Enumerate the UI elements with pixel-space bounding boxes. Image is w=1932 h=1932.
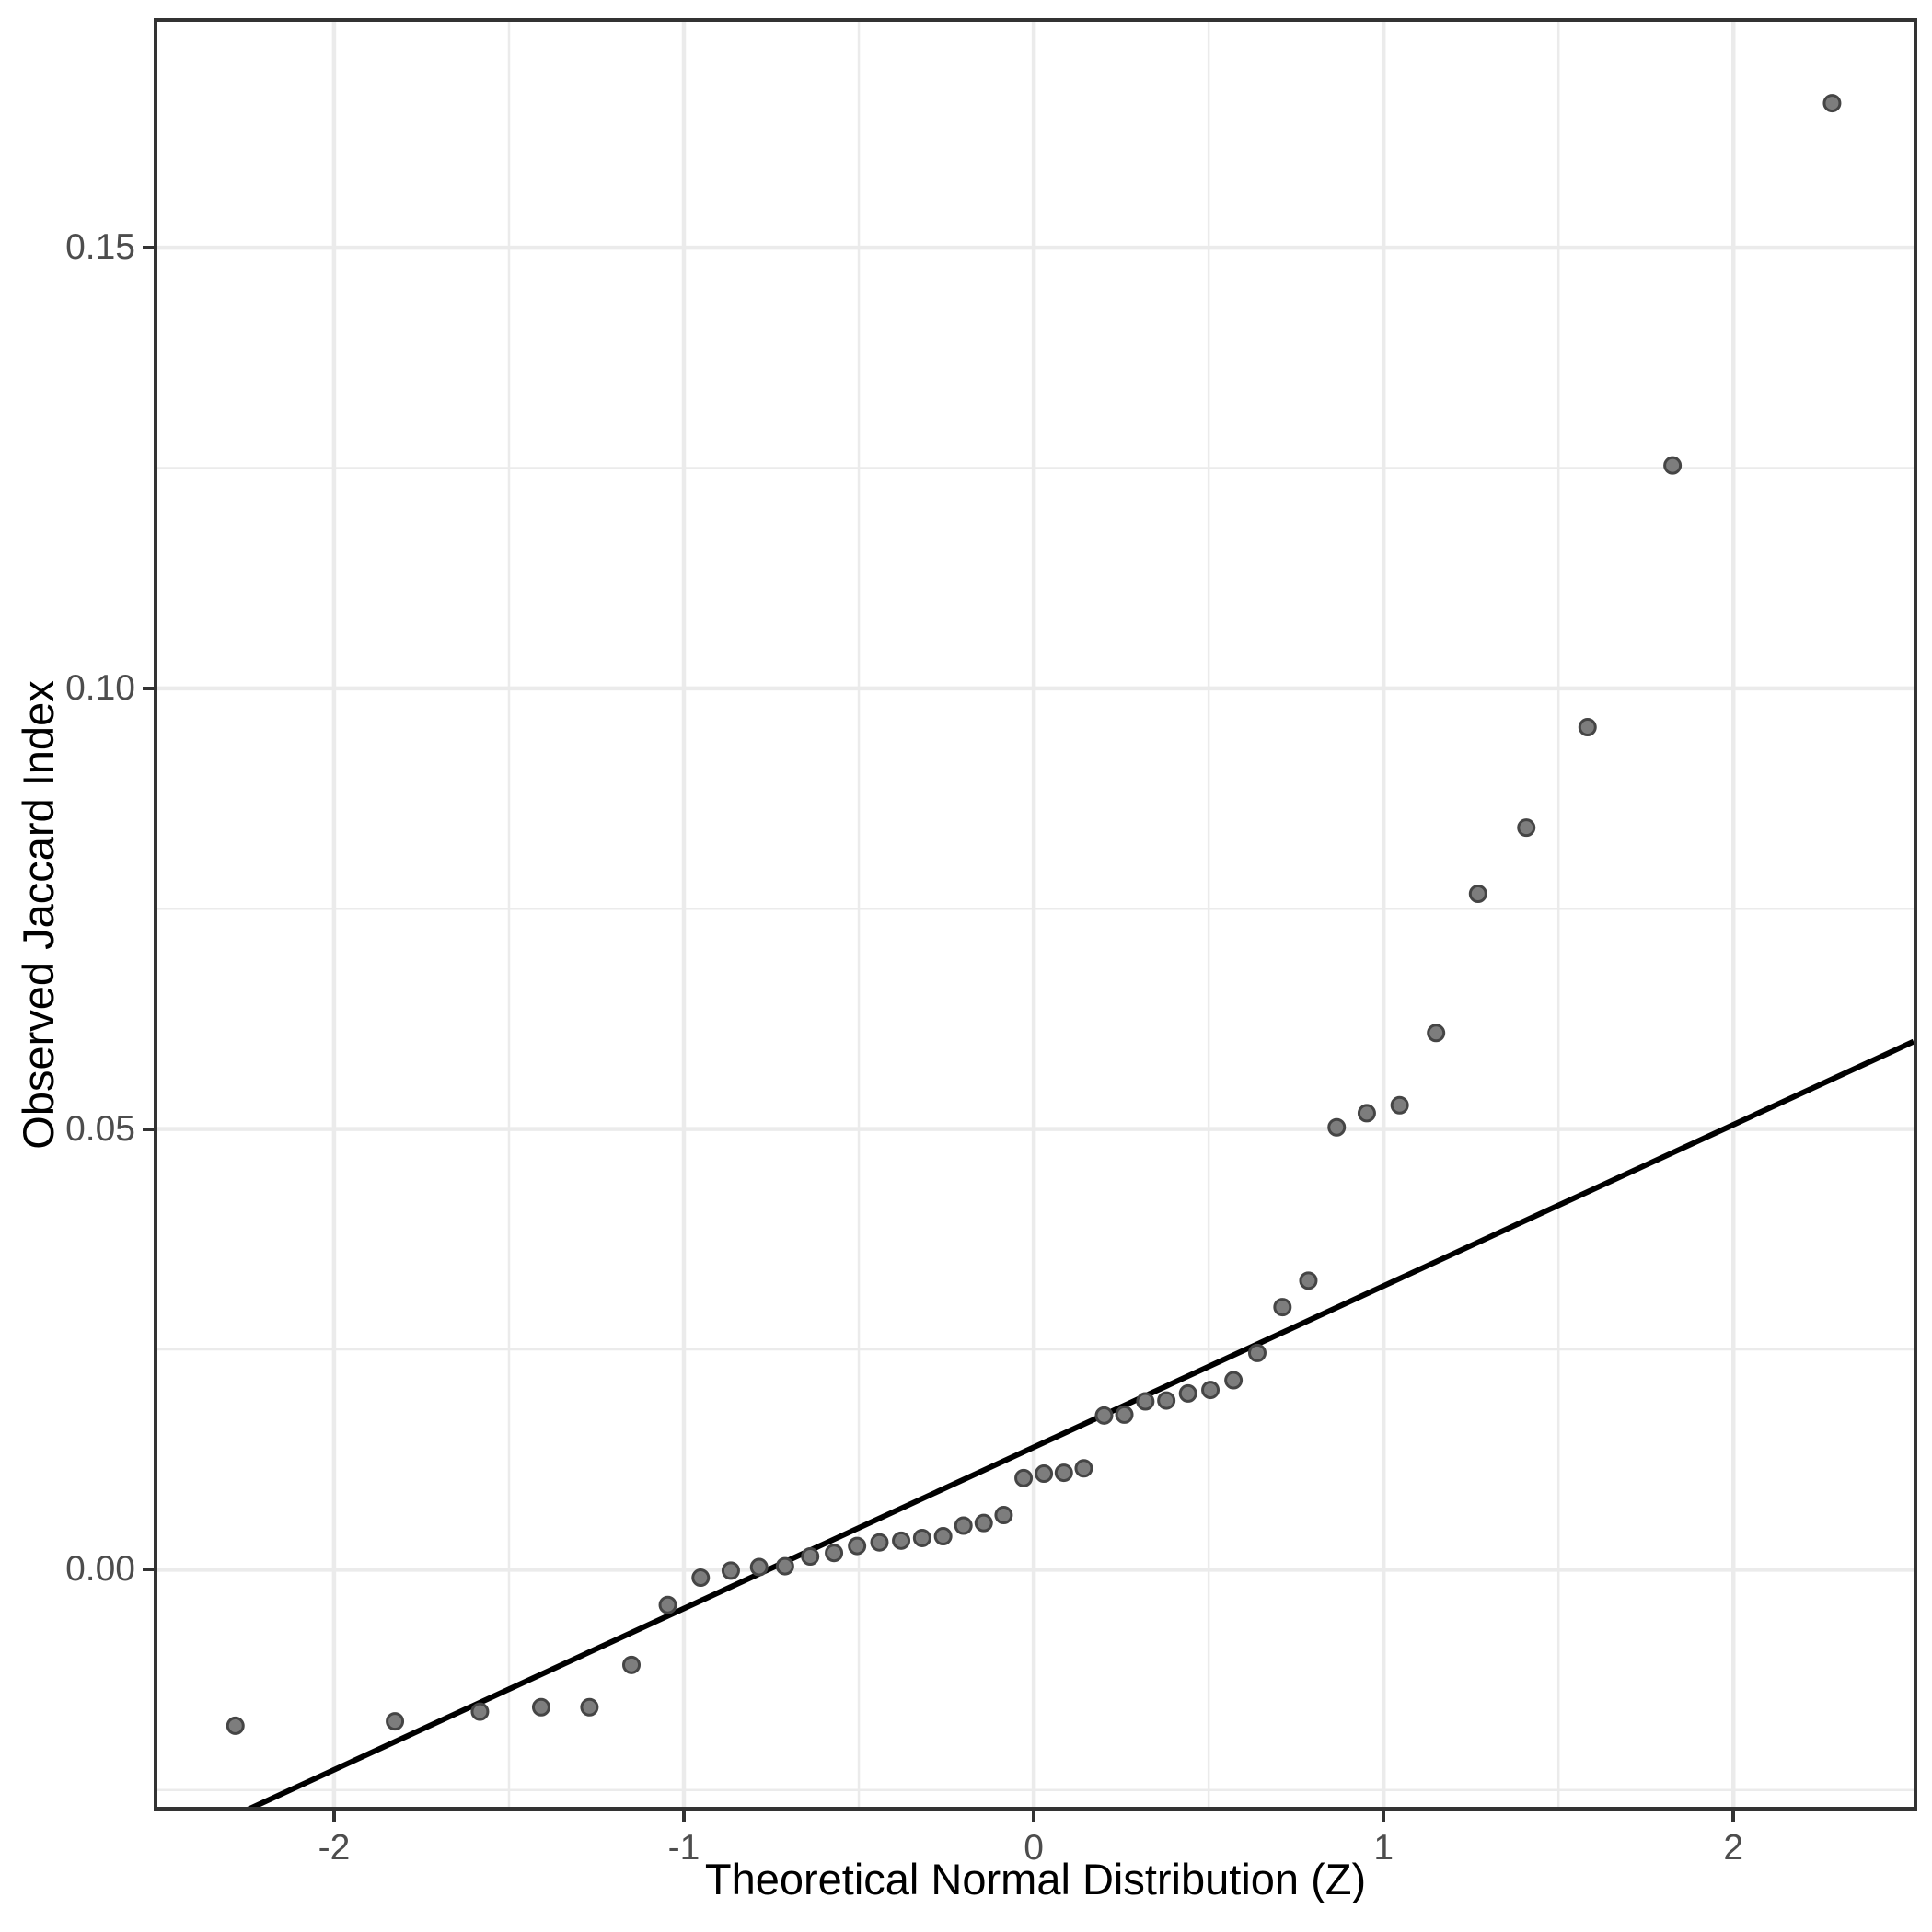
x-axis-title: Theoretical Normal Distribution (Z) — [704, 1855, 1367, 1903]
data-point — [912, 1528, 931, 1547]
x-tick-mark — [682, 1811, 687, 1822]
data-point — [1136, 1392, 1155, 1411]
x-tick-mark — [1731, 1811, 1736, 1822]
data-point — [1094, 1406, 1114, 1425]
data-point — [1157, 1391, 1176, 1410]
data-point — [580, 1697, 599, 1717]
data-point — [1115, 1405, 1134, 1424]
data-point — [994, 1506, 1013, 1525]
data-point — [386, 1712, 405, 1731]
x-tick-mark — [1032, 1811, 1036, 1822]
y-tick-label: 0.15 — [65, 227, 135, 268]
y-tick-label: 0.00 — [65, 1549, 135, 1590]
data-point — [691, 1568, 711, 1588]
x-tick-label: 0 — [1024, 1828, 1044, 1868]
data-point — [1178, 1383, 1197, 1403]
data-point — [1201, 1381, 1221, 1400]
data-point — [1247, 1343, 1267, 1362]
data-point — [749, 1557, 769, 1577]
y-tick-label: 0.10 — [65, 667, 135, 708]
data-point — [1822, 94, 1842, 113]
data-point — [801, 1547, 820, 1567]
data-point — [1468, 884, 1487, 903]
x-tick-label: -1 — [667, 1828, 700, 1868]
qq-reference-line — [247, 1038, 1914, 1807]
data-point — [622, 1655, 642, 1674]
data-point — [531, 1697, 550, 1717]
data-point — [1035, 1464, 1054, 1484]
data-point — [1663, 456, 1683, 475]
data-point — [775, 1556, 794, 1576]
data-point — [1357, 1104, 1376, 1123]
y-tick-mark — [143, 1568, 154, 1572]
x-tick-mark — [1382, 1811, 1386, 1822]
plot-panel — [154, 18, 1917, 1811]
y-tick-mark — [143, 1127, 154, 1131]
data-point — [848, 1536, 867, 1556]
data-point — [1299, 1271, 1318, 1290]
x-tick-label: 1 — [1373, 1828, 1394, 1868]
data-point — [1517, 818, 1536, 838]
y-tick-mark — [143, 246, 154, 250]
data-point — [1327, 1117, 1347, 1137]
data-point — [226, 1716, 245, 1735]
data-point — [721, 1561, 740, 1580]
data-point — [870, 1533, 889, 1552]
plot-canvas — [157, 22, 1914, 1807]
data-point — [1390, 1095, 1409, 1115]
data-point — [1074, 1459, 1093, 1478]
y-tick-label: 0.05 — [65, 1108, 135, 1149]
x-tick-label: 2 — [1723, 1828, 1744, 1868]
data-point — [1054, 1463, 1073, 1483]
data-point — [825, 1544, 844, 1563]
data-point — [1427, 1024, 1446, 1043]
data-point — [954, 1516, 973, 1535]
y-tick-mark — [143, 686, 154, 690]
data-point — [1578, 718, 1597, 737]
data-point — [470, 1702, 490, 1721]
data-point — [933, 1527, 953, 1546]
data-point — [1273, 1298, 1292, 1317]
data-point — [974, 1513, 993, 1533]
x-tick-label: -2 — [318, 1828, 351, 1868]
x-tick-mark — [331, 1811, 336, 1822]
y-axis-title: Observed Jaccard Index — [14, 680, 63, 1150]
data-point — [892, 1531, 911, 1550]
data-point — [1224, 1371, 1244, 1390]
data-point — [1014, 1468, 1034, 1487]
data-point — [658, 1595, 677, 1614]
